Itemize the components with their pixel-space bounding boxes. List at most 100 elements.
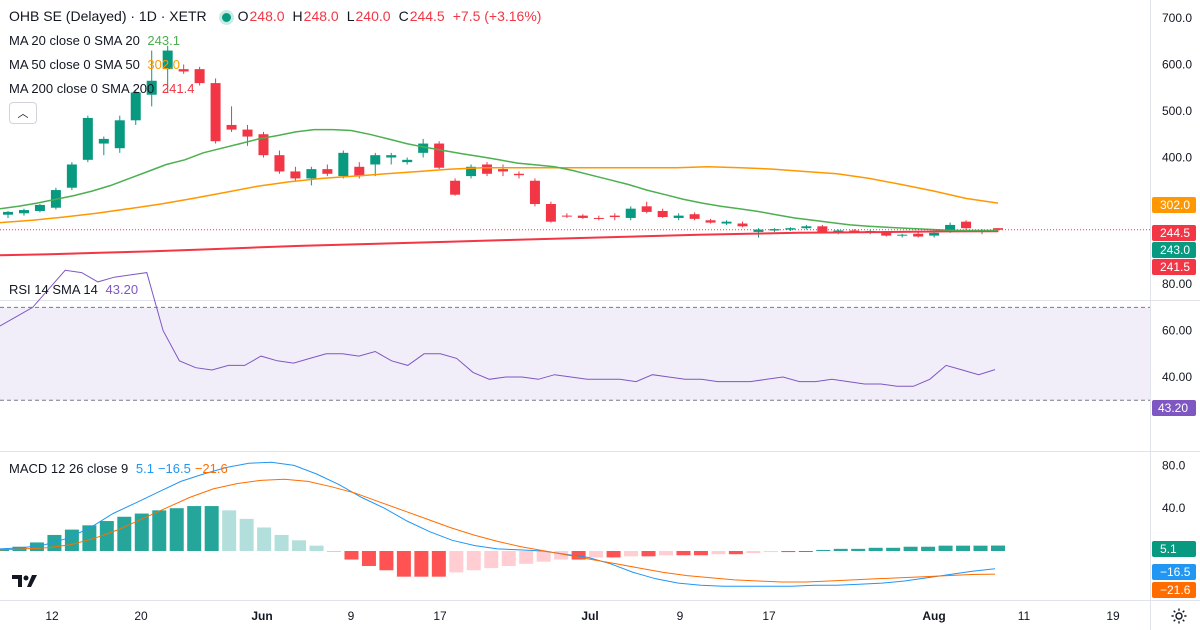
tradingview-logo-icon[interactable] (10, 570, 40, 592)
candle-body (513, 173, 524, 176)
change-value: +7.5 (+3.16%) (452, 8, 542, 24)
candle-body (130, 92, 141, 121)
ma50-label: MA 50 close 0 SMA 50 (9, 57, 140, 72)
ma200-value: 241.4 (161, 81, 195, 96)
candle-body (721, 221, 732, 224)
time-tick-label: 20 (134, 609, 148, 623)
price-badge-label: 302.0 (1160, 198, 1190, 212)
rsi-value: 43.20 (105, 282, 139, 297)
ma20-legend[interactable]: MA 20 close 0 SMA 20 243.1 (9, 33, 184, 49)
macd-signal-line (0, 478, 996, 583)
candle-body (290, 171, 301, 179)
macd-hist-bar (204, 506, 219, 551)
candle-body (609, 215, 620, 218)
candle-body (194, 69, 205, 84)
candle-body (386, 155, 397, 158)
time-tick-label: 17 (762, 609, 776, 623)
price-badge (1152, 259, 1196, 275)
macd-badge (1152, 564, 1196, 580)
macd-hist-bar (833, 548, 848, 551)
candle-body (82, 117, 93, 160)
rsi-legend[interactable]: RSI 14 SMA 14 43.20 (9, 282, 142, 298)
high-value: 248.0 (303, 8, 339, 24)
macd-hist-bar (152, 510, 167, 551)
macd-hist-value: 5.1 (135, 461, 154, 476)
price-badge (1152, 225, 1196, 241)
candle-body (66, 164, 77, 188)
time-tick-label: 12 (45, 609, 59, 623)
candle-body (849, 230, 860, 232)
candle-body (545, 204, 556, 222)
price-badge-label: 244.5 (1160, 226, 1190, 240)
macd-hist-bar (431, 551, 446, 577)
macd-hist-bar (396, 551, 411, 577)
gear-icon[interactable] (1170, 607, 1188, 625)
macd-label: MACD 12 26 close 9 (9, 461, 129, 476)
macd-hist-bar (222, 510, 237, 551)
candle-body (753, 229, 764, 232)
candle-body (450, 180, 461, 195)
price-badge (1152, 242, 1196, 258)
macd-hist-bar (257, 527, 272, 551)
macd-hist-bar (379, 551, 394, 571)
macd-legend[interactable]: MACD 12 26 close 9 5.1 −16.5 −21.6 (9, 461, 232, 477)
macd-hist-bar (956, 545, 971, 551)
candle-body (3, 211, 13, 215)
candle-body (498, 169, 508, 172)
time-tick-label: 9 (677, 609, 684, 623)
macd-hist-bar (169, 508, 184, 551)
candle-body (737, 223, 748, 227)
candle-body (625, 208, 636, 218)
macd-hist-bar (134, 513, 149, 551)
macd-hist-bar (554, 551, 569, 560)
macd-hist-bar (868, 547, 883, 551)
ma200-legend[interactable]: MA 200 close 0 SMA 200 241.4 (9, 81, 198, 97)
candle-body (833, 230, 844, 232)
macd-hist-bar (589, 551, 604, 558)
candle-body (817, 226, 828, 232)
macd-hist-bar (746, 551, 761, 554)
candle-body (945, 224, 956, 232)
ma50-legend[interactable]: MA 50 close 0 SMA 50 302.0 (9, 57, 184, 73)
candle-body (593, 217, 604, 219)
macd-hist-bar (711, 551, 726, 555)
macd-badge-label: −16.5 (1160, 565, 1191, 579)
candle-body (434, 143, 445, 168)
time-tick-label: Jun (251, 609, 272, 623)
symbol-legend: OHB SE (Delayed) · 1D · XETR O248.0 H248.0… (9, 8, 549, 25)
candle-body (354, 166, 365, 177)
macd-hist-bar (99, 521, 114, 551)
macd-signal-value: −21.6 (194, 461, 228, 476)
chevron-up-icon: ︿ (17, 108, 29, 120)
macd-hist-bar (641, 551, 656, 557)
macd-tick-label: 80.0 (1162, 458, 1186, 472)
macd-hist-bar (29, 542, 44, 551)
candle-body (529, 180, 540, 204)
candle-body (961, 221, 972, 229)
candle-body (881, 232, 892, 236)
macd-hist-bar (414, 551, 429, 577)
candle-body (338, 152, 349, 177)
macd-hist-bar (501, 551, 516, 566)
candle-body (114, 120, 125, 149)
time-axis: 12 20 Jun 9 17 Jul 9 17 Aug 11 19 (45, 609, 1120, 623)
candle-body (897, 234, 908, 236)
macd-hist-bar (763, 551, 778, 553)
ma200-label: MA 200 close 0 SMA 200 (9, 81, 155, 96)
candle-body (226, 124, 237, 130)
rsi-tick-label: 60.00 (1162, 324, 1192, 338)
macd-hist-bar (239, 518, 254, 551)
macd-hist-bar (344, 551, 359, 560)
macd-hist-bar (117, 516, 132, 551)
candle-body (402, 159, 413, 163)
macd-hist-bar (82, 525, 97, 551)
candle-body (210, 83, 221, 142)
candle-body (673, 215, 684, 218)
candle-body (785, 228, 796, 230)
candle-body (178, 69, 189, 72)
collapse-legend-button[interactable]: ︿ (9, 102, 37, 124)
low-value: 240.0 (355, 8, 391, 24)
candle-body (274, 155, 285, 172)
macd-hist-bar (991, 545, 1005, 551)
